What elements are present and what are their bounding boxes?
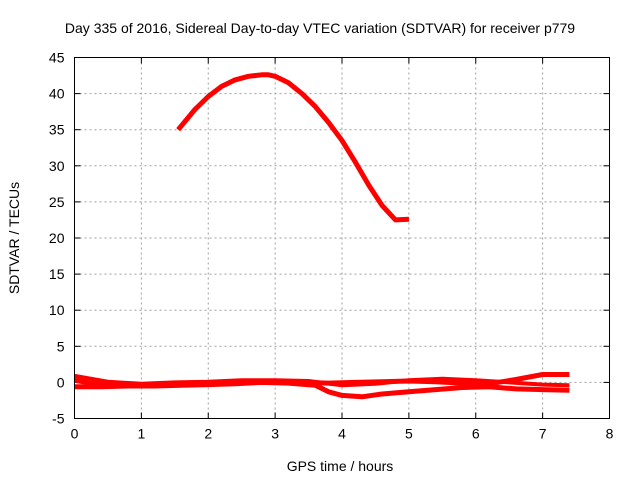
y-tick-label: 40 (49, 86, 65, 102)
y-tick-label: 0 (57, 374, 65, 390)
low-band-b-line (74, 379, 570, 400)
plot-frame (74, 57, 610, 419)
x-tick-label: 7 (539, 426, 547, 442)
y-tick-label: 10 (49, 302, 65, 318)
y-tick-label: 35 (49, 122, 65, 138)
x-tick-label: 0 (71, 426, 79, 442)
x-tick-label: 1 (137, 426, 145, 442)
chart-title: Day 335 of 2016, Sidereal Day-to-day VTE… (65, 20, 575, 36)
x-tick-label: 2 (204, 426, 212, 442)
x-tick-labels: 0 1 2 3 4 5 6 7 8 (71, 426, 614, 442)
y-tick-labels: -5 0 5 10 15 20 25 30 35 40 45 (49, 50, 65, 427)
low-band-c-line (74, 373, 570, 388)
x-tick-label: 8 (606, 426, 614, 442)
x-tick-label: 3 (271, 426, 279, 442)
y-tick-label: 20 (49, 230, 65, 246)
y-tick-label: 15 (49, 266, 65, 282)
x-axis-label: GPS time / hours (287, 458, 394, 474)
y-tick-label: -5 (52, 411, 65, 427)
y-tick-label: 25 (49, 194, 65, 210)
high-arc-satellite-line (176, 72, 410, 223)
y-tick-label: 30 (49, 158, 65, 174)
x-tick-label: 4 (338, 426, 346, 442)
data-series (74, 72, 570, 400)
y-tick-label: 5 (57, 338, 65, 354)
x-tick-label: 5 (405, 426, 413, 442)
y-axis-label: SDTVAR / TECUs (6, 182, 22, 294)
grid-lines (74, 57, 610, 419)
y-tick-label: 45 (49, 50, 65, 66)
x-tick-label: 6 (472, 426, 480, 442)
